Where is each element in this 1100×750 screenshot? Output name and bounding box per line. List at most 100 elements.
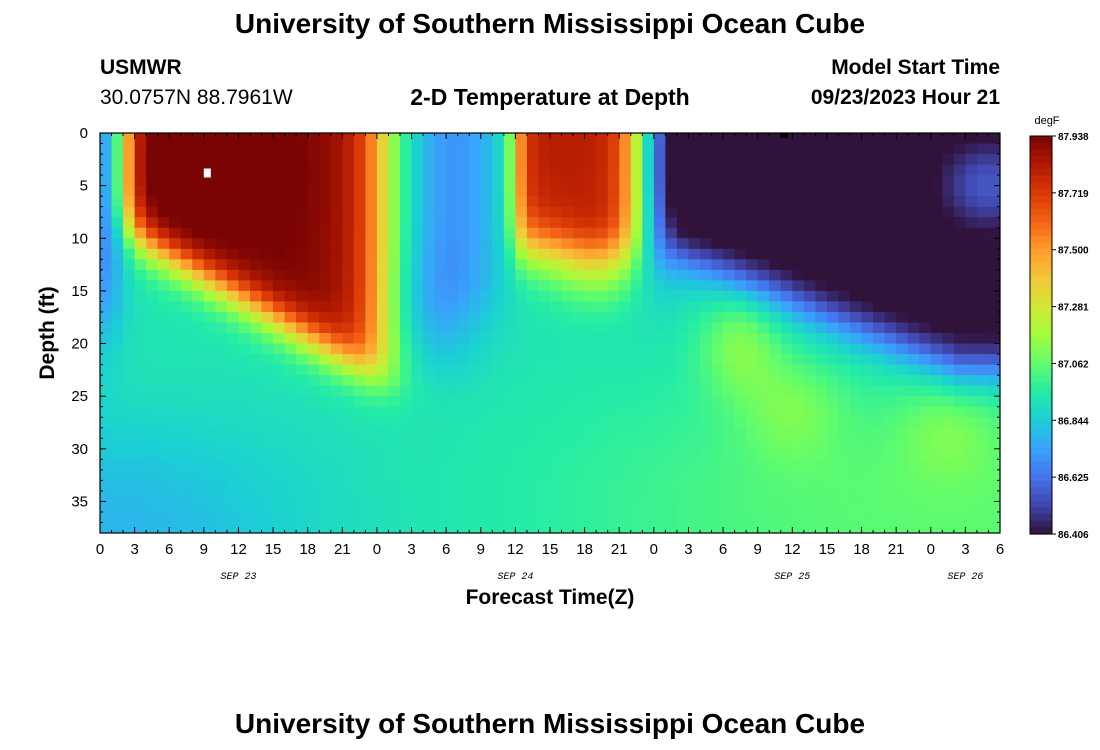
heatmap-cell xyxy=(307,175,320,187)
heatmap-cell xyxy=(492,333,505,345)
heatmap-cell xyxy=(930,438,943,450)
heatmap-cell xyxy=(734,311,747,324)
heatmap-cell xyxy=(734,511,747,524)
heatmap-cell xyxy=(700,238,713,250)
heatmap-cell xyxy=(446,343,459,355)
heatmap-cell xyxy=(273,364,286,376)
heatmap-cell xyxy=(792,301,805,313)
heatmap-cell xyxy=(676,354,690,366)
heatmap-cell xyxy=(953,354,966,366)
heatmap-cell xyxy=(861,406,874,418)
heatmap-cell xyxy=(850,490,863,503)
heatmap-cell xyxy=(434,480,447,492)
heatmap-cell xyxy=(676,227,690,239)
heatmap-cell xyxy=(388,248,401,260)
heatmap-cell xyxy=(146,490,159,503)
heatmap-cell xyxy=(365,469,378,481)
heatmap-cell xyxy=(930,459,943,471)
heatmap-cell xyxy=(561,438,574,450)
heatmap-cell xyxy=(746,217,759,229)
heatmap-cell xyxy=(307,322,320,334)
heatmap-cell xyxy=(861,354,874,366)
heatmap-cell xyxy=(434,259,447,271)
heatmap-cell xyxy=(250,522,263,533)
heatmap-cell xyxy=(492,469,505,481)
heatmap-cell xyxy=(250,427,263,439)
heatmap-cell xyxy=(100,217,113,229)
heatmap-cell xyxy=(769,406,782,418)
heatmap-cell xyxy=(976,459,990,471)
heatmap-cell xyxy=(607,248,620,260)
heatmap-cell xyxy=(930,480,943,492)
heatmap-cell xyxy=(942,175,955,187)
heatmap-cell xyxy=(353,511,366,524)
heatmap-cell xyxy=(815,248,828,260)
heatmap-cell xyxy=(319,469,332,481)
heatmap-cell xyxy=(515,217,528,229)
heatmap-cell xyxy=(711,364,724,376)
heatmap-cell xyxy=(342,154,355,166)
heatmap-cell xyxy=(411,196,424,208)
heatmap-cell xyxy=(607,227,620,239)
heatmap-cell xyxy=(492,206,505,218)
heatmap-cell xyxy=(123,417,136,429)
heatmap-cell xyxy=(919,238,932,250)
heatmap-cell xyxy=(734,448,747,460)
heatmap-cell xyxy=(261,522,274,533)
heatmap-cell xyxy=(434,133,447,145)
heatmap-cell xyxy=(526,206,540,218)
heatmap-cell xyxy=(123,322,136,334)
heatmap-cell xyxy=(976,196,990,208)
heatmap-cell xyxy=(100,417,113,429)
heatmap-cell xyxy=(203,490,216,503)
heatmap-cell xyxy=(976,522,990,533)
heatmap-cell xyxy=(757,217,770,229)
heatmap-cell xyxy=(746,385,759,397)
heatmap-cell xyxy=(515,406,528,418)
heatmap-cell xyxy=(180,469,193,481)
heatmap-cell xyxy=(965,311,978,324)
heatmap-cell xyxy=(111,459,124,471)
heatmap-cell xyxy=(723,175,736,187)
heatmap-cell xyxy=(503,290,516,303)
heatmap-cell xyxy=(573,175,586,187)
heatmap-cell xyxy=(850,154,863,166)
heatmap-cell xyxy=(803,196,816,208)
heatmap-cell xyxy=(965,143,978,155)
heatmap-cell xyxy=(573,133,586,145)
heatmap-cell xyxy=(273,154,286,166)
heatmap-cell xyxy=(896,206,909,218)
heatmap-cell xyxy=(653,427,666,439)
heatmap-cell xyxy=(873,164,886,176)
heatmap-cell xyxy=(503,238,516,250)
heatmap-cell xyxy=(838,480,851,492)
heatmap-cell xyxy=(965,185,978,197)
heatmap-cell xyxy=(942,375,955,387)
heatmap-cell xyxy=(192,196,205,208)
heatmap-cell xyxy=(930,280,943,292)
heatmap-cell xyxy=(757,259,770,271)
heatmap-cell xyxy=(526,301,540,313)
heatmap-cell xyxy=(873,280,886,292)
heatmap-cell xyxy=(850,259,863,271)
heatmap-cell xyxy=(376,175,390,187)
heatmap-cell xyxy=(192,238,205,250)
colorbar-segment xyxy=(1030,480,1052,489)
heatmap-cell xyxy=(515,248,528,260)
heatmap-cell xyxy=(411,480,424,492)
heatmap-cell xyxy=(976,217,990,229)
heatmap-cell xyxy=(180,417,193,429)
heatmap-cell xyxy=(365,164,378,176)
heatmap-cell xyxy=(100,227,113,239)
heatmap-cell xyxy=(261,469,274,481)
heatmap-cell xyxy=(757,196,770,208)
heatmap-cell xyxy=(388,522,401,533)
heatmap-cell xyxy=(157,480,170,492)
heatmap-cell xyxy=(284,227,297,239)
heatmap-cell xyxy=(353,322,366,334)
heatmap-cell xyxy=(665,143,678,155)
heatmap-cell xyxy=(584,522,597,533)
heatmap-cell xyxy=(469,238,482,250)
heatmap-cell xyxy=(307,469,320,481)
heatmap-cell xyxy=(192,438,205,450)
